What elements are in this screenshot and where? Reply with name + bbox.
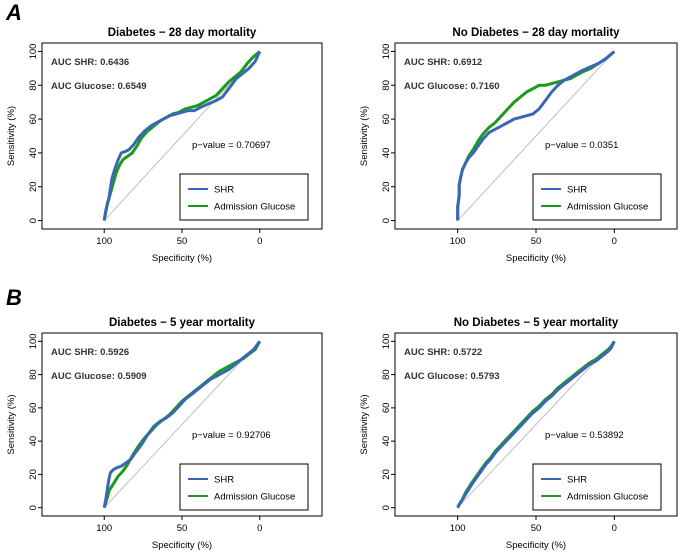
x-tick-label: 100 — [96, 523, 112, 534]
chart-title: Diabetes − 5 year mortality — [109, 317, 256, 329]
legend-box — [179, 463, 309, 511]
y-tick-label: 0 — [381, 505, 392, 510]
legend-label-shr: SHR — [567, 185, 587, 196]
y-tick-label: 20 — [381, 469, 392, 480]
x-axis-label: Specificity (%) — [152, 540, 212, 551]
legend-label-shr: SHR — [567, 475, 587, 486]
x-tick-label: 50 — [177, 523, 188, 534]
roc-chart-3: Diabetes − 5 year mortality 0 20 40 60 80 100 1… — [6, 317, 323, 551]
y-tick-label: 0 — [28, 218, 39, 223]
y-tick-label: 60 — [381, 403, 392, 414]
y-tick-label: 100 — [381, 333, 392, 349]
y-tick-label: 60 — [381, 114, 392, 125]
y-axis-label: Sensitivity (%) — [6, 106, 17, 166]
legend-label-glucose: Admission Glucose — [214, 492, 295, 503]
y-tick-label: 80 — [28, 369, 39, 380]
p-value-label: p−value = 0.70697 — [192, 140, 271, 151]
x-tick-label: 0 — [612, 523, 617, 534]
legend-label-glucose: Admission Glucose — [567, 202, 648, 213]
y-axis-label: Sensitivity (%) — [359, 394, 370, 454]
p-value-label: p−value = 0.0351 — [545, 140, 618, 151]
y-axis-label: Sensitivity (%) — [359, 106, 370, 166]
x-tick-label: 100 — [450, 236, 466, 247]
chart-title: No Diabetes − 5 year mortality — [454, 317, 619, 329]
y-axis-label: Sensitivity (%) — [6, 394, 17, 454]
y-tick-label: 60 — [28, 403, 39, 414]
roc-chart-1: Diabetes − 28 day mortality 0 20 40 60 80 100 1… — [6, 27, 323, 264]
series-line-shr — [456, 340, 616, 509]
y-tick-label: 40 — [381, 436, 392, 447]
y-tick-label: 100 — [28, 333, 39, 349]
p-value-label: p−value = 0.53892 — [545, 430, 624, 441]
auc-shr-label: AUC SHR: 0.5926 — [51, 347, 129, 358]
legend-box — [179, 173, 309, 221]
y-tick-label: 20 — [28, 181, 39, 192]
legend-label-glucose: Admission Glucose — [214, 202, 295, 213]
y-tick-label: 80 — [28, 80, 39, 91]
series-line-shr — [102, 340, 262, 508]
roc-chart-4: No Diabetes − 5 year mortality 0 20 40 60 80 1… — [359, 317, 678, 551]
roc-chart-2: No Diabetes − 28 day mortality 0 20 40 60 80 1… — [359, 27, 678, 264]
y-tick-label: 80 — [381, 80, 392, 91]
y-tick-label: 40 — [28, 148, 39, 159]
y-tick-label: 100 — [381, 44, 392, 60]
x-tick-label: 100 — [450, 523, 466, 534]
reference-diagonal — [457, 340, 615, 509]
legend-label-shr: SHR — [214, 475, 234, 486]
y-tick-label: 20 — [381, 181, 392, 192]
y-tick-label: 0 — [381, 218, 392, 223]
auc-shr-label: AUC SHR: 0.5722 — [404, 347, 482, 358]
legend-box — [532, 463, 662, 511]
auc-shr-label: AUC SHR: 0.6912 — [404, 57, 482, 68]
y-tick-label: 0 — [28, 505, 39, 510]
charts-group: Diabetes − 28 day mortality 0 20 40 60 80 100 1… — [6, 27, 678, 551]
x-axis-label: Specificity (%) — [506, 253, 566, 264]
x-tick-label: 0 — [612, 236, 617, 247]
x-tick-label: 50 — [531, 236, 542, 247]
series-line-shr — [456, 50, 616, 221]
panel-letter-b: B — [6, 285, 22, 310]
reference-diagonal — [103, 340, 261, 509]
p-value-label: p−value = 0.92706 — [192, 430, 271, 441]
y-tick-label: 40 — [28, 436, 39, 447]
chart-title: Diabetes − 28 day mortality — [108, 27, 257, 39]
x-tick-label: 50 — [177, 236, 188, 247]
x-tick-label: 100 — [96, 236, 112, 247]
legend-label-shr: SHR — [214, 185, 234, 196]
reference-diagonal — [457, 51, 615, 221]
y-tick-label: 20 — [28, 469, 39, 480]
x-tick-label: 0 — [257, 523, 262, 534]
x-axis-label: Specificity (%) — [152, 253, 212, 264]
series-line-shr — [102, 50, 262, 221]
auc-glucose-label: AUC Glucose: 0.5793 — [404, 371, 500, 382]
x-axis-label: Specificity (%) — [506, 540, 566, 551]
x-tick-label: 50 — [531, 523, 542, 534]
y-tick-label: 60 — [28, 114, 39, 125]
chart-title: No Diabetes − 28 day mortality — [452, 27, 620, 39]
y-tick-label: 80 — [381, 369, 392, 380]
x-tick-label: 0 — [257, 236, 262, 247]
auc-glucose-label: AUC Glucose: 0.7160 — [404, 81, 500, 92]
auc-shr-label: AUC SHR: 0.6436 — [51, 57, 129, 68]
auc-glucose-label: AUC Glucose: 0.6549 — [51, 81, 147, 92]
legend-label-glucose: Admission Glucose — [567, 492, 648, 503]
legend-box — [532, 173, 662, 221]
y-tick-label: 40 — [381, 148, 392, 159]
y-tick-label: 100 — [28, 44, 39, 60]
panel-letter-a: A — [5, 0, 22, 25]
auc-glucose-label: AUC Glucose: 0.5909 — [51, 371, 147, 382]
